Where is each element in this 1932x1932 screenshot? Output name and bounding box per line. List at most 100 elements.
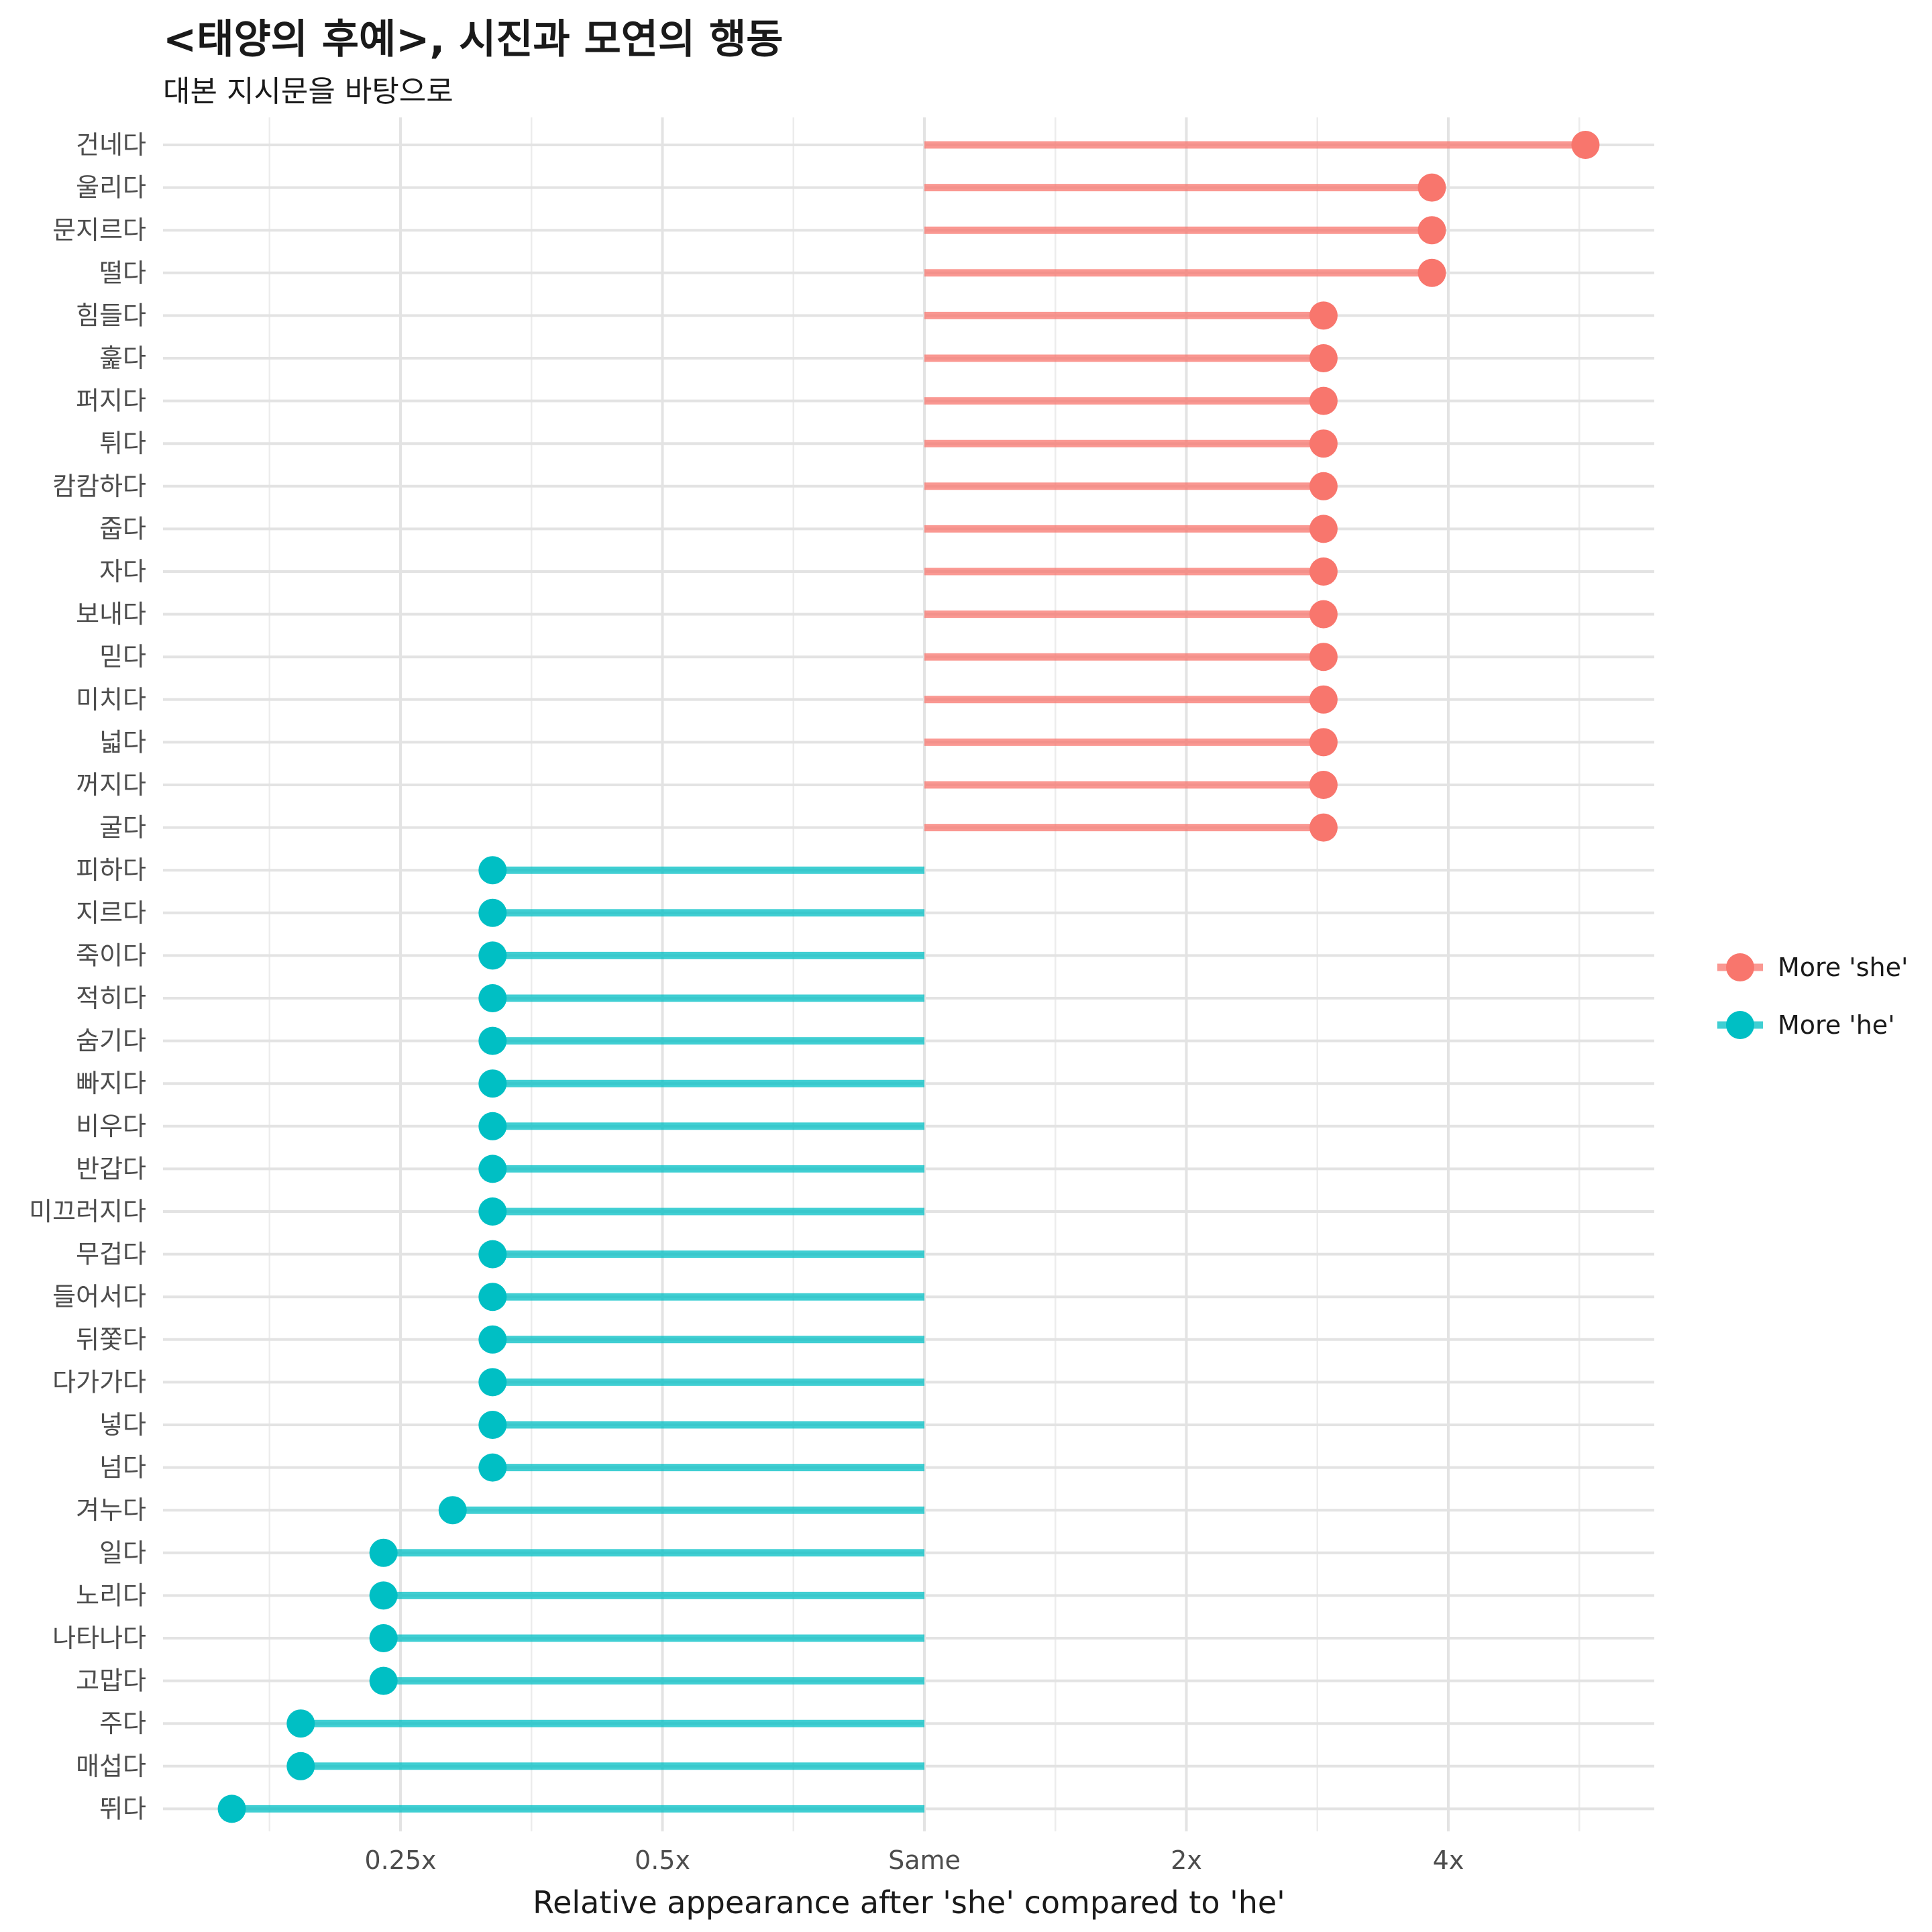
legend-label: More 'she': [1778, 953, 1908, 982]
y-axis-labels: 건네다울리다문지르다떨다힘들다훑다퍼지다튀다캄캄하다줍다자다보내다믿다미치다넓다…: [29, 130, 146, 1823]
y-axis-label: 피하다: [76, 855, 146, 885]
y-axis-label: 자다: [99, 557, 146, 586]
y-axis-label: 뛰다: [99, 1794, 146, 1823]
y-axis-label: 문지르다: [52, 215, 146, 245]
y-axis-label: 숨기다: [76, 1026, 146, 1056]
y-axis-label: 고맙다: [76, 1666, 146, 1696]
lollipop-dot: [478, 898, 507, 927]
y-axis-label: 겨누다: [76, 1495, 146, 1525]
chart-subtitle: 대본 지시문을 바탕으로: [163, 74, 453, 109]
lollipop-dot: [217, 1794, 246, 1823]
x-tick-label: 0.5x: [635, 1845, 690, 1875]
y-axis-label: 미끄러지다: [29, 1197, 146, 1226]
legend-key-dot: [1726, 953, 1754, 981]
x-axis-ticks: 0.25x 0.5x Same 2x 4x: [364, 1845, 1464, 1875]
lollipop-dot: [478, 1026, 507, 1055]
lollipop-dot: [1309, 386, 1338, 415]
lollipop-dot: [1309, 344, 1338, 372]
lollipop-dot: [478, 856, 507, 885]
y-axis-label: 튀다: [99, 429, 146, 458]
y-axis-label: 빠지다: [76, 1069, 146, 1098]
lollipop-dot: [1417, 258, 1446, 287]
y-axis-label: 지르다: [76, 898, 146, 928]
y-axis-label: 미치다: [76, 685, 146, 714]
y-axis-label: 건네다: [76, 130, 146, 160]
lollipop-dot: [1309, 600, 1338, 629]
lollipop-dot: [478, 1069, 507, 1098]
lollipop-dot: [478, 941, 507, 970]
x-axis-title: Relative appearance after 'she' compared…: [533, 1884, 1285, 1921]
y-axis-label: 죽이다: [76, 941, 146, 970]
y-axis-label: 뒤쫓다: [76, 1325, 146, 1354]
y-axis-label: 비우다: [76, 1112, 146, 1141]
lollipop-dot: [478, 1240, 507, 1269]
y-axis-label: 들어서다: [52, 1282, 146, 1311]
lollipop-dot: [478, 1155, 507, 1183]
lollipop-dot: [478, 1411, 507, 1439]
y-axis-label: 보내다: [76, 600, 146, 629]
lollipop-dot: [369, 1581, 398, 1610]
y-axis-label: 퍼지다: [76, 386, 146, 416]
x-tick-label: Same: [888, 1845, 961, 1875]
lollipop-dot: [1417, 216, 1446, 245]
lollipop-dot: [1309, 643, 1338, 672]
y-axis-label: 울리다: [76, 173, 146, 203]
lollipop-dot: [369, 1538, 398, 1567]
lollipop-dot: [478, 1368, 507, 1397]
x-tick-label: 4x: [1433, 1845, 1464, 1875]
x-tick-label: 0.25x: [364, 1845, 436, 1875]
y-axis-label: 줍다: [99, 514, 146, 543]
grid-lines: [163, 117, 1654, 1831]
legend-item: More 'he': [1717, 1010, 1895, 1040]
y-axis-label: 넓다: [99, 727, 146, 757]
y-axis-label: 훑다: [99, 343, 146, 373]
y-axis-label: 무겁다: [76, 1240, 146, 1269]
lollipop-dot: [478, 1197, 507, 1226]
lollipop-dot: [369, 1624, 398, 1652]
lollipop-dot: [1309, 472, 1338, 500]
y-axis-label: 믿다: [99, 642, 146, 672]
lollipop-dot: [1309, 301, 1338, 330]
y-axis-label: 반갑다: [76, 1154, 146, 1183]
lollipop-dot: [1309, 813, 1338, 842]
y-axis-label: 일다: [99, 1538, 146, 1568]
lollipop-dot: [1309, 728, 1338, 757]
lollipop-dot: [478, 1283, 507, 1311]
lollipop-dot: [478, 984, 507, 1012]
lollipop-dot: [286, 1752, 315, 1780]
legend: More 'she' More 'he': [1717, 953, 1908, 1040]
lollipop-dots: [217, 131, 1600, 1823]
y-axis-label: 주다: [99, 1709, 146, 1738]
lollipop-dot: [369, 1666, 398, 1695]
chart-title: <태양의 후예>, 시진과 모연의 행동: [163, 16, 784, 63]
y-axis-label: 적히다: [76, 983, 146, 1013]
lollipop-dot: [478, 1325, 507, 1354]
lollipop-dot: [1571, 131, 1600, 159]
y-axis-label: 힘들다: [76, 301, 146, 330]
lollipop-dot: [478, 1112, 507, 1140]
lollipop-dot: [1417, 173, 1446, 202]
y-axis-label: 매섭다: [76, 1752, 146, 1781]
y-axis-label: 넣다: [99, 1410, 146, 1440]
legend-label: More 'he': [1778, 1010, 1895, 1040]
y-axis-label: 넘다: [99, 1453, 146, 1483]
lollipop-dot: [438, 1496, 467, 1525]
y-axis-label: 캄캄하다: [52, 472, 146, 501]
x-tick-label: 2x: [1171, 1845, 1202, 1875]
lollipop-stems: [231, 141, 1586, 1813]
lollipop-dot: [478, 1453, 507, 1482]
y-axis-label: 다가가다: [52, 1367, 146, 1397]
lollipop-dot: [1309, 771, 1338, 799]
lollipop-dot: [1309, 557, 1338, 586]
y-axis-label: 꺼지다: [76, 770, 146, 800]
lollipop-dot: [286, 1709, 315, 1738]
lollipop-dot: [1309, 515, 1338, 543]
lollipop-dot: [1309, 429, 1338, 458]
y-axis-label: 나타나다: [52, 1623, 146, 1653]
y-axis-label: 노리다: [76, 1580, 146, 1610]
y-axis-label: 굴다: [99, 813, 146, 843]
lollipop-dot: [1309, 685, 1338, 714]
legend-item: More 'she': [1717, 953, 1908, 982]
legend-key-dot: [1726, 1011, 1754, 1039]
